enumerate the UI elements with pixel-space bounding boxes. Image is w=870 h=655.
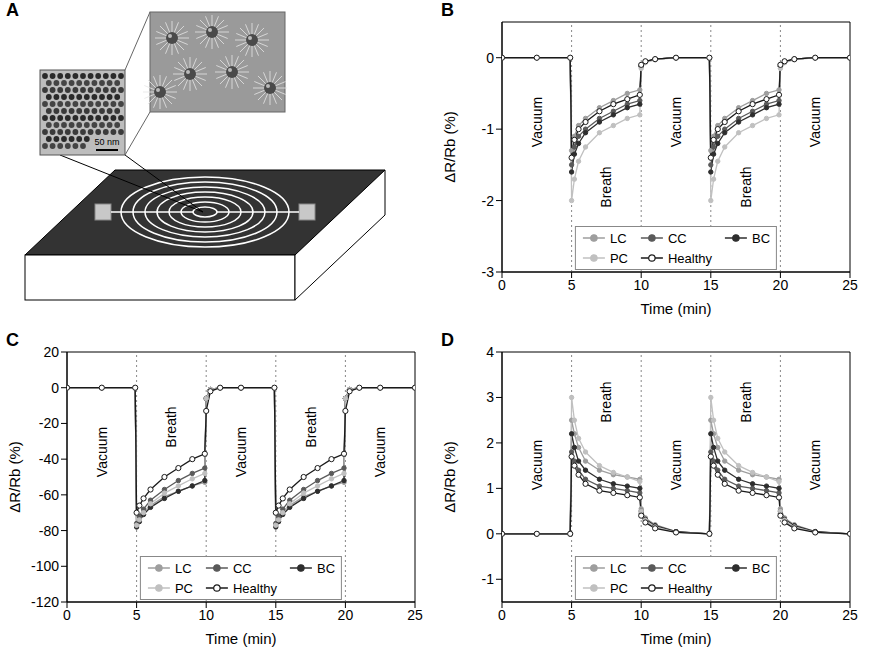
svg-text:-2: -2 xyxy=(482,193,495,209)
html-text:CC: CC xyxy=(233,560,252,576)
svg-text:-1: -1 xyxy=(482,571,495,587)
html-text:ΔR/Rb (%): ΔR/Rb (%) xyxy=(440,111,458,183)
html-text:Vacuum: Vacuum xyxy=(668,96,684,148)
svg-text:2: 2 xyxy=(486,435,494,451)
html-text:Vacuum: Vacuum xyxy=(93,426,110,478)
svg-text:0: 0 xyxy=(498,277,506,293)
svg-text:25: 25 xyxy=(842,607,858,623)
html-text:Vacuum: Vacuum xyxy=(528,439,545,490)
html-text:Breath: Breath xyxy=(598,381,615,423)
svg-text:50 nm: 50 nm xyxy=(94,137,119,147)
svg-text:Time (min): Time (min) xyxy=(640,300,711,317)
html-text:CC: CC xyxy=(668,560,687,576)
svg-text:-3: -3 xyxy=(482,264,495,280)
svg-text:5: 5 xyxy=(133,607,141,623)
html-text:Vacuum: Vacuum xyxy=(372,426,389,478)
svg-text:20: 20 xyxy=(338,607,354,623)
html-text:LC: LC xyxy=(174,560,192,576)
html-text:ΔR/Rb (%): ΔR/Rb (%) xyxy=(5,441,23,513)
svg-text:-120: -120 xyxy=(31,594,59,610)
html-text:PC: PC xyxy=(609,250,628,266)
svg-text:-20: -20 xyxy=(39,415,59,431)
html-text:LC: LC xyxy=(609,230,627,246)
html-text:LC: LC xyxy=(609,560,627,576)
html-text:Vacuum: Vacuum xyxy=(807,96,824,148)
svg-text:1: 1 xyxy=(486,480,494,496)
html-text:Vacuum: Vacuum xyxy=(668,439,684,490)
svg-text:0: 0 xyxy=(51,380,59,396)
svg-text:5: 5 xyxy=(568,277,576,293)
svg-text:-80: -80 xyxy=(39,523,59,539)
svg-text:-1: -1 xyxy=(482,121,495,137)
html-text:Breath: Breath xyxy=(737,166,754,208)
svg-text:0: 0 xyxy=(486,526,494,542)
svg-text:5: 5 xyxy=(568,607,576,623)
svg-text:20: 20 xyxy=(43,344,59,360)
svg-text:Time (min): Time (min) xyxy=(640,630,711,647)
html-text:A: A xyxy=(6,0,19,20)
svg-text:10: 10 xyxy=(198,607,214,623)
html-text:Healthy: Healthy xyxy=(233,580,277,596)
svg-text:10: 10 xyxy=(633,607,649,623)
html-text:Breath: Breath xyxy=(737,381,754,423)
html-text:D: D xyxy=(441,330,454,350)
svg-text:25: 25 xyxy=(842,277,858,293)
svg-text:0: 0 xyxy=(498,607,506,623)
html-text:Vacuum: Vacuum xyxy=(807,439,824,490)
svg-text:15: 15 xyxy=(268,607,284,623)
html-text:BC: BC xyxy=(752,230,771,246)
svg-text:Time (min): Time (min) xyxy=(205,630,276,647)
html-text:Healthy: Healthy xyxy=(668,250,712,266)
svg-text:20: 20 xyxy=(773,607,789,623)
svg-text:20: 20 xyxy=(773,277,789,293)
svg-text:0: 0 xyxy=(486,50,494,66)
html-text:C: C xyxy=(6,330,19,350)
svg-text:4: 4 xyxy=(486,344,494,360)
html-text:PC: PC xyxy=(174,580,193,596)
svg-text:3: 3 xyxy=(486,389,494,405)
svg-text:-60: -60 xyxy=(39,487,59,503)
html-text:Breath: Breath xyxy=(163,406,180,448)
html-text:Healthy: Healthy xyxy=(668,580,712,596)
html-text:BC: BC xyxy=(317,560,336,576)
html-text:Vacuum: Vacuum xyxy=(528,96,545,148)
html-text:B: B xyxy=(441,0,454,20)
svg-text:-40: -40 xyxy=(39,451,59,467)
svg-text:-100: -100 xyxy=(31,558,59,574)
html-text:BC: BC xyxy=(752,560,771,576)
html-text:Breath: Breath xyxy=(302,406,319,448)
html-text:Vacuum: Vacuum xyxy=(233,426,249,478)
svg-text:10: 10 xyxy=(633,277,649,293)
html-text:ΔR/Rb (%): ΔR/Rb (%) xyxy=(440,441,458,513)
html-text:CC: CC xyxy=(668,230,687,246)
html-text:PC: PC xyxy=(609,580,628,596)
svg-text:25: 25 xyxy=(407,607,423,623)
svg-text:15: 15 xyxy=(703,277,719,293)
svg-text:15: 15 xyxy=(703,607,719,623)
svg-text:0: 0 xyxy=(63,607,71,623)
html-text:Breath: Breath xyxy=(598,166,615,208)
